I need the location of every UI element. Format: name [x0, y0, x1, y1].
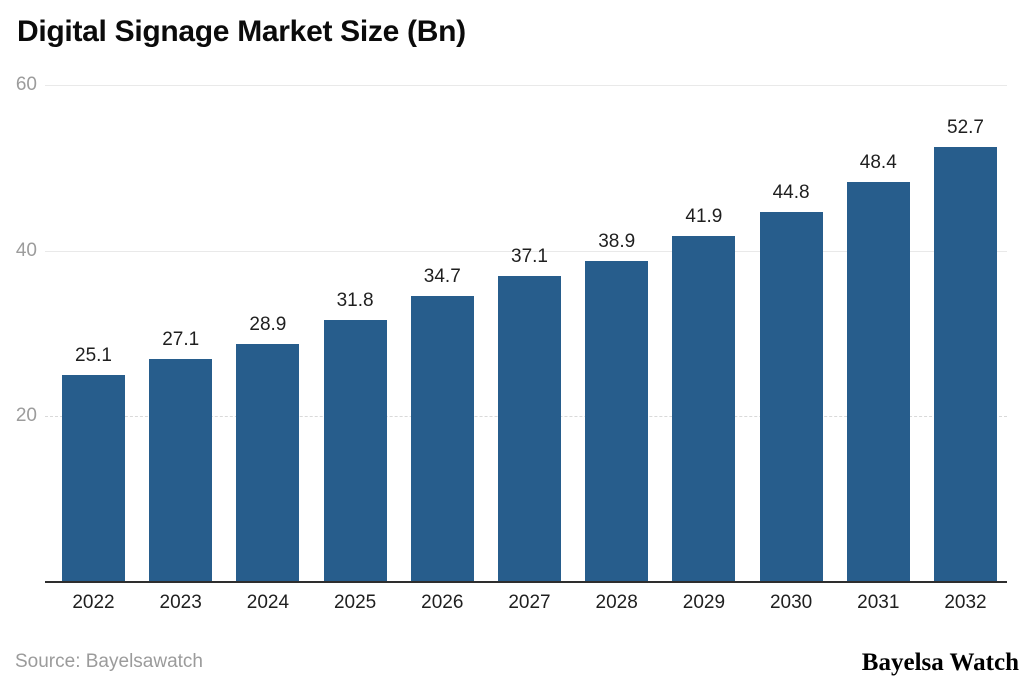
bar-value-label: 34.7 — [423, 265, 461, 287]
bar-value-label: 44.8 — [772, 181, 810, 203]
bar-2027 — [498, 275, 561, 583]
x-tick-label: 2023 — [159, 592, 202, 613]
bar-value-label: 52.7 — [947, 116, 984, 138]
bar-value-label: 25.1 — [75, 345, 112, 367]
x-tick-label: 2025 — [333, 592, 377, 613]
x-axis-line — [45, 581, 1007, 583]
bar-value-label: 28.9 — [249, 313, 287, 335]
x-tick-label: 2029 — [682, 592, 726, 613]
bar-value-label: 41.9 — [685, 205, 723, 227]
gridline-60 — [45, 85, 1007, 86]
x-tick-label: 2032 — [944, 592, 987, 613]
gridline-40 — [45, 250, 1007, 252]
y-tick-label: 20 — [15, 405, 37, 427]
x-tick-label: 2022 — [72, 592, 115, 613]
bar-value-label: 38.9 — [598, 230, 636, 252]
brand-wordmark: Bayelsa Watch — [861, 649, 1019, 676]
bar-2025 — [323, 319, 387, 583]
bar-2032 — [934, 146, 997, 583]
bar-2029 — [672, 235, 736, 583]
bar-value-label: 27.1 — [162, 328, 200, 350]
x-tick-label: 2030 — [769, 592, 813, 613]
bar-2026 — [410, 295, 474, 583]
x-tick-label: 2031 — [857, 592, 900, 613]
bar-2022 — [62, 375, 125, 583]
bar-value-label: 31.8 — [336, 289, 374, 311]
bar-value-label: 48.4 — [859, 152, 897, 174]
bar-value-label: 37.1 — [511, 245, 548, 267]
bar-2023 — [149, 358, 213, 583]
x-tick-label: 2024 — [246, 592, 290, 613]
x-tick-label: 2026 — [421, 592, 464, 613]
x-tick-label: 2028 — [595, 592, 638, 613]
chart-title: Digital Signage Market Size (Bn) — [17, 15, 466, 48]
bar-2030 — [759, 211, 823, 583]
bar-2031 — [846, 182, 910, 583]
x-tick-label: 2027 — [508, 592, 551, 613]
source-note: Source: Bayelsawatch — [15, 651, 203, 672]
bar-2028 — [585, 260, 649, 583]
y-tick-label: 60 — [15, 74, 37, 95]
y-tick-label: 40 — [15, 239, 37, 261]
bar-2024 — [236, 343, 300, 583]
